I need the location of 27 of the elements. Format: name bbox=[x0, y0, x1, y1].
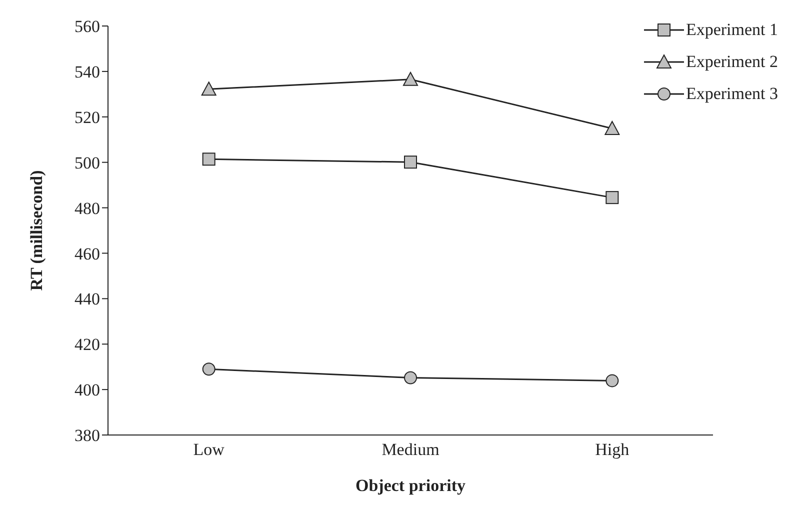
y-tick-label: 480 bbox=[74, 198, 100, 218]
point bbox=[606, 374, 619, 388]
y-tick-label: 440 bbox=[74, 290, 100, 309]
x-tick-label: High bbox=[595, 440, 630, 460]
point bbox=[404, 156, 417, 169]
point bbox=[201, 82, 216, 96]
point bbox=[202, 362, 216, 376]
y-tick-label: 380 bbox=[74, 426, 100, 446]
y-tick-label: 500 bbox=[74, 153, 100, 172]
x-axis-title: Object priority bbox=[356, 476, 466, 495]
point bbox=[403, 72, 418, 86]
y-tick-label: 420 bbox=[74, 335, 100, 354]
legend-label: Experiment 2 bbox=[686, 51, 778, 73]
y-axis-title: RT (millisecond) bbox=[27, 170, 46, 291]
point bbox=[606, 191, 619, 204]
y-tick-label: 460 bbox=[74, 244, 100, 264]
x-tick-label: Low bbox=[193, 440, 226, 460]
point bbox=[404, 371, 417, 384]
legend-label: Experiment 1 bbox=[686, 19, 778, 41]
x-tick-label: Medium bbox=[382, 440, 440, 460]
y-tick-label: 520 bbox=[74, 108, 100, 127]
point bbox=[604, 120, 620, 135]
y-tick-label: 560 bbox=[74, 17, 100, 36]
y-tick-label: 540 bbox=[74, 62, 100, 82]
legend-label: Experiment 3 bbox=[686, 83, 778, 105]
y-tick-label: 400 bbox=[74, 380, 100, 400]
point bbox=[202, 152, 216, 166]
